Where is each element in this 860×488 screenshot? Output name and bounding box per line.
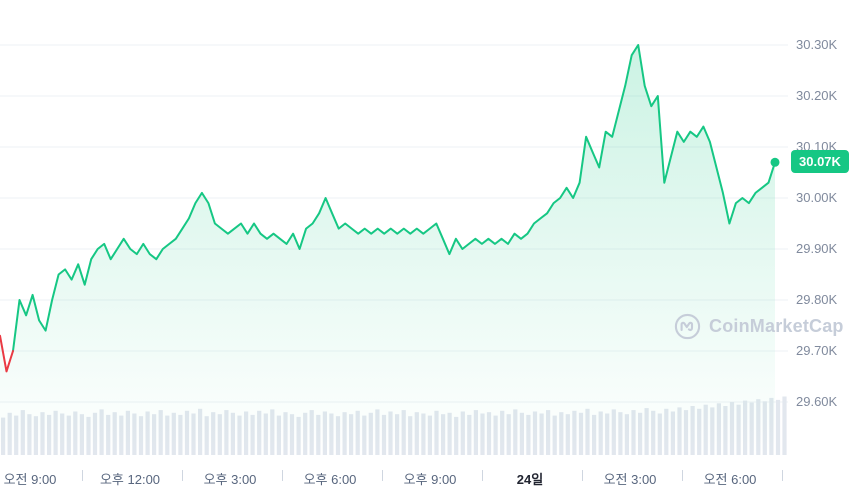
- price-chart-canvas[interactable]: [0, 0, 860, 460]
- x-axis-tick: [582, 470, 583, 481]
- price-line-up: [12, 44, 776, 352]
- x-axis-label: 오후 9:00: [403, 472, 457, 487]
- x-axis-tick: [482, 470, 483, 481]
- price-line-down: [0, 334, 14, 373]
- y-axis-label: 30.00K: [796, 190, 838, 205]
- current-price-badge: 30.07K: [791, 150, 849, 174]
- x-axis-label: 오후 12:00: [99, 472, 161, 487]
- x-axis-tick: [382, 470, 383, 481]
- x-axis-label: 오전 3:00: [603, 472, 657, 487]
- last-price-dot: [770, 157, 780, 167]
- watermark-label: CoinMarketCap: [709, 315, 844, 336]
- x-axis-tick: [282, 470, 283, 481]
- y-axis-label: 30.30K: [796, 37, 838, 52]
- price-area: [0, 45, 775, 455]
- x-axis-label: 오후 3:00: [203, 472, 257, 487]
- y-axis-label: 29.90K: [796, 241, 838, 256]
- y-axis-label: 29.70K: [796, 343, 838, 358]
- coinmarketcap-logo-icon: [674, 313, 701, 340]
- x-axis-label: 24일: [516, 472, 544, 487]
- x-axis-label: 오전 9:00: [3, 472, 57, 487]
- x-axis-tick: [682, 470, 683, 481]
- x-axis-label: 오후 6:00: [303, 472, 357, 487]
- x-axis-label: 오전 6:00: [703, 472, 757, 487]
- x-axis-tick: [782, 470, 783, 481]
- y-axis-label: 29.60K: [796, 394, 838, 409]
- x-axis-tick: [182, 470, 183, 481]
- y-axis-label: 30.20K: [796, 88, 838, 103]
- x-axis-tick: [82, 470, 83, 481]
- volume-bar: [782, 396, 787, 455]
- y-axis-label: 29.80K: [796, 292, 838, 307]
- watermark: CoinMarketCap: [674, 311, 844, 341]
- y-axis-label: 30.10K: [796, 139, 838, 154]
- volume-bar: [775, 399, 781, 455]
